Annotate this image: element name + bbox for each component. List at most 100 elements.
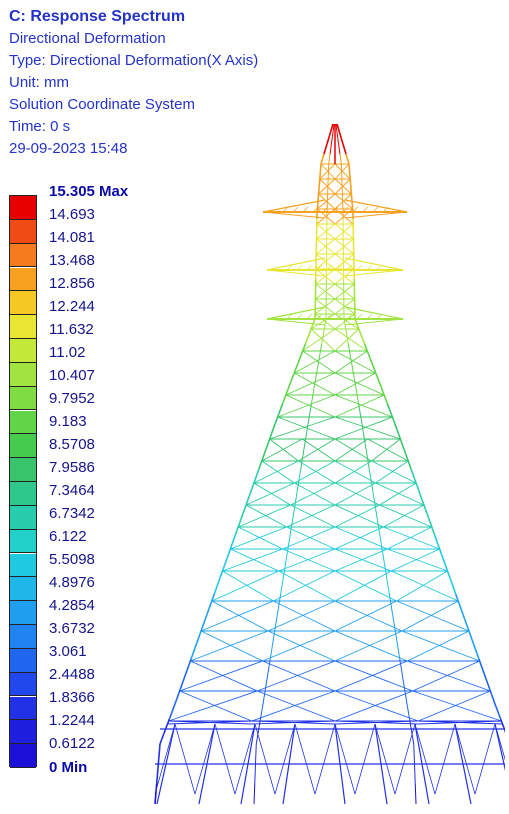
tower-member xyxy=(295,493,298,500)
tower-member xyxy=(366,313,373,320)
tower-member xyxy=(310,313,336,330)
tower-member xyxy=(273,570,336,602)
tower-member xyxy=(332,128,334,135)
tower-member xyxy=(402,678,405,685)
tower-member xyxy=(334,600,403,632)
tower-member xyxy=(273,600,336,632)
tower-member xyxy=(438,548,443,555)
tower-member xyxy=(346,158,350,165)
tower-member xyxy=(383,526,440,550)
legend-swatch xyxy=(10,315,36,339)
tower-member xyxy=(269,416,336,440)
tower-member xyxy=(177,688,182,695)
tower-member xyxy=(503,728,505,733)
legend-swatch xyxy=(10,648,36,673)
tower-member xyxy=(270,428,274,435)
legend-swatch xyxy=(10,601,36,625)
tower-member xyxy=(400,668,403,675)
legend-value-label: 12.856 xyxy=(49,275,95,292)
tower-member xyxy=(279,403,284,410)
tower-member xyxy=(415,483,419,490)
legend-color-bar[interactable] xyxy=(9,195,37,768)
tower-member xyxy=(294,723,316,795)
legend-swatch xyxy=(10,386,36,411)
tower-member xyxy=(214,723,236,795)
tower-member xyxy=(259,458,264,465)
tower-member xyxy=(272,423,276,430)
tower-member xyxy=(336,264,343,271)
transmission-tower-icon[interactable] xyxy=(150,124,505,814)
tower-member xyxy=(186,663,191,670)
result-header: C: Response Spectrum Directional Deforma… xyxy=(9,6,258,160)
tower-member xyxy=(334,372,376,396)
legend-max-label: 15.305 Max xyxy=(49,183,129,200)
tower-member xyxy=(401,600,459,632)
tower-member xyxy=(501,723,505,730)
tower-member xyxy=(227,548,232,555)
tower-member xyxy=(302,448,305,455)
tower-member xyxy=(403,448,407,455)
tower-member xyxy=(406,703,409,710)
tower-member xyxy=(349,353,352,360)
tower-member xyxy=(319,163,336,180)
legend-swatch xyxy=(10,458,36,482)
tower-member xyxy=(330,124,334,130)
tower-member xyxy=(163,728,167,735)
tower-member xyxy=(379,504,432,528)
legend-value-label: 6.122 xyxy=(49,528,87,545)
tower-member xyxy=(238,518,242,525)
tower-member xyxy=(476,653,480,660)
tower-member xyxy=(247,493,251,500)
legend-value-label: 4.8976 xyxy=(49,574,95,591)
tower-member xyxy=(268,663,270,670)
tower-member xyxy=(383,558,385,565)
tower-member xyxy=(314,723,336,795)
legend-value-label: 3.061 xyxy=(49,643,87,660)
tower-member xyxy=(199,628,203,635)
tower-member xyxy=(364,443,367,450)
tower-member xyxy=(267,600,336,632)
tower-member xyxy=(318,178,336,195)
tower-member xyxy=(300,463,303,470)
tower-member xyxy=(315,268,336,285)
tower-member xyxy=(354,723,376,795)
tower-member xyxy=(400,663,402,670)
tower-member xyxy=(344,269,404,277)
tower-member xyxy=(387,583,390,590)
tower-member xyxy=(226,553,230,560)
tower-member xyxy=(280,583,283,590)
tower-member xyxy=(388,588,390,595)
tower-member xyxy=(300,348,305,355)
tower-member xyxy=(412,690,502,722)
tower-member xyxy=(195,638,199,645)
tower-member xyxy=(451,583,455,590)
tower-member xyxy=(230,526,287,550)
result-coordinate-system: Solution Coordinate System xyxy=(9,96,195,113)
tower-member xyxy=(286,504,336,528)
tower-member xyxy=(388,408,392,415)
tower-member xyxy=(267,438,271,445)
tower-member xyxy=(385,573,388,580)
tower-member xyxy=(315,253,336,270)
tower-member xyxy=(334,690,419,722)
legend-swatch xyxy=(10,362,36,387)
tower-member xyxy=(326,313,333,320)
tower-member xyxy=(334,350,376,374)
tower-member xyxy=(245,482,295,506)
tower-member xyxy=(322,328,325,335)
tower-member xyxy=(334,328,368,352)
tower-member xyxy=(357,398,360,405)
tower-member xyxy=(334,178,351,195)
tower-member xyxy=(262,211,326,219)
tower-member xyxy=(211,600,269,632)
tower-member xyxy=(396,600,470,632)
tower-member xyxy=(336,128,338,135)
tower-member xyxy=(201,623,205,630)
tower-member xyxy=(334,600,397,632)
legend-swatch xyxy=(10,291,36,316)
tower-member xyxy=(213,588,217,595)
tower-member xyxy=(217,578,221,585)
tower-member xyxy=(358,328,362,335)
tower-member xyxy=(294,498,297,505)
tower-member xyxy=(334,372,385,396)
